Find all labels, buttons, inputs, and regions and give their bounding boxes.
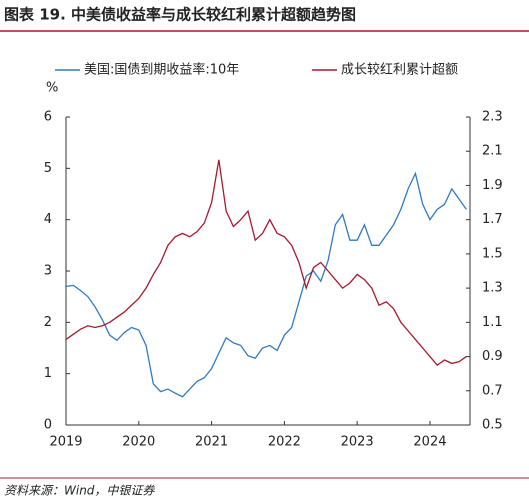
y-tick-label: 6: [44, 110, 52, 125]
x-tick-label: 2020: [122, 435, 155, 450]
chart-title: 图表 19. 中美债收益率与成长较红利累计超额趋势图: [4, 6, 356, 24]
y2-tick-label: 0.9: [482, 349, 503, 364]
y2-tick-label: 2.1: [482, 144, 503, 159]
y2-tick-label: 0.5: [482, 418, 503, 433]
series-line: [65, 159, 467, 366]
legend-label: 成长较红利累计超额: [341, 62, 458, 78]
legend-label: 美国:国债到期收益率:10年: [84, 62, 239, 78]
y-tick-label: 0: [44, 418, 52, 433]
y2-tick-label: 1.1: [482, 315, 503, 330]
y-tick-label: 1: [44, 366, 52, 381]
y2-tick-label: 1.7: [482, 212, 503, 227]
x-tick-label: 2019: [49, 435, 82, 450]
y2-tick-label: 1.5: [482, 246, 503, 261]
y-tick-label: 2: [44, 315, 52, 330]
x-tick-label: 2024: [413, 435, 446, 450]
y-axis-label: %: [46, 81, 58, 96]
y-tick-label: 5: [44, 161, 52, 176]
source: 资料来源：Wind，中银证券: [4, 484, 155, 498]
y2-tick-label: 0.7: [482, 383, 503, 398]
y-tick-label: 3: [44, 264, 52, 279]
y2-tick-label: 1.9: [482, 178, 503, 193]
x-tick-label: 2021: [195, 435, 228, 450]
series-line: [65, 171, 467, 398]
x-tick-label: 2023: [341, 435, 374, 450]
y-tick-label: 4: [44, 212, 52, 227]
y2-tick-label: 2.3: [482, 110, 503, 125]
y2-tick-label: 1.3: [482, 281, 503, 296]
x-tick-label: 2022: [268, 435, 301, 450]
